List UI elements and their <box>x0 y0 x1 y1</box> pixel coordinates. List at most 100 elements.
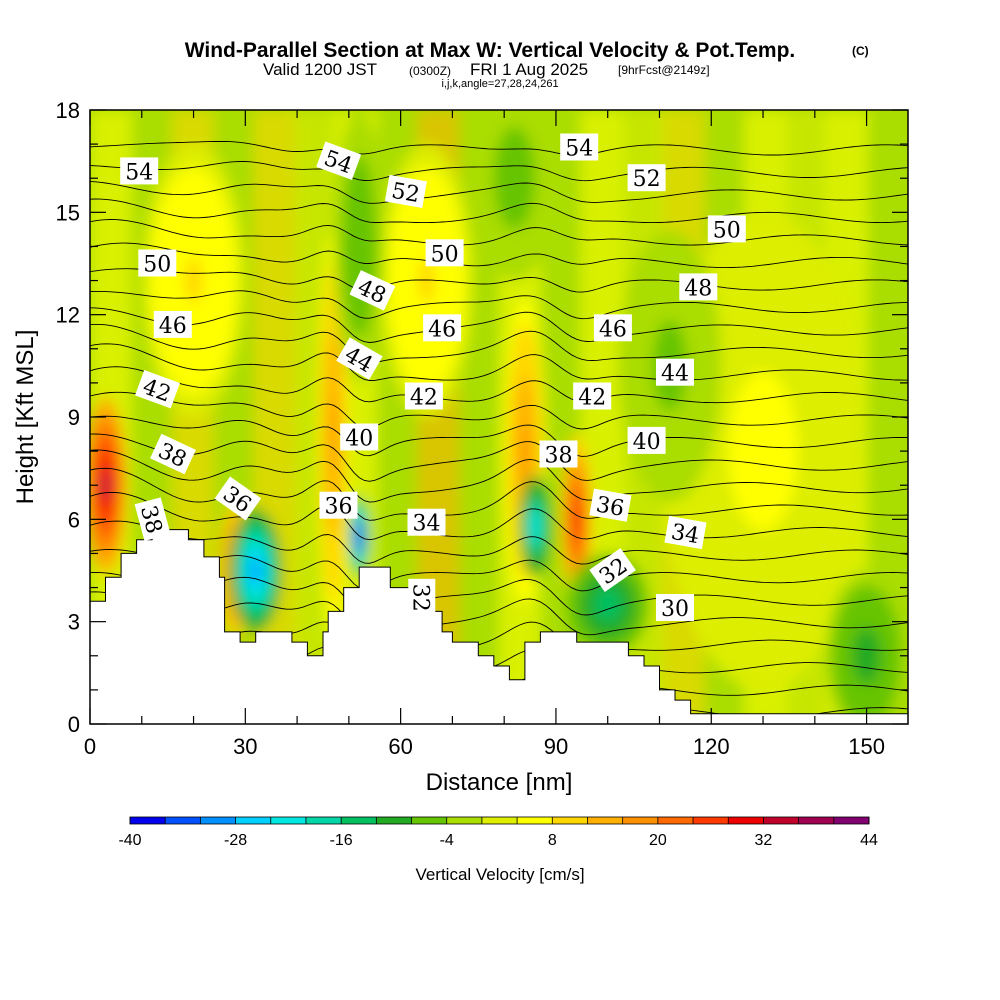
forecast-info: [9hrFcst@2149z] <box>618 63 710 77</box>
svg-text:48: 48 <box>684 276 712 301</box>
updraft-core <box>745 411 781 491</box>
colorbar-swatch <box>798 817 835 824</box>
contour-label: 50 <box>707 215 746 243</box>
y-tick-label: 18 <box>56 98 80 123</box>
svg-text:50: 50 <box>431 242 459 267</box>
x-tick-label: 30 <box>233 734 257 759</box>
theta-contour <box>90 141 908 156</box>
valid-prefix: Valid 1200 JST <box>263 60 377 79</box>
contour-label: 34 <box>664 515 707 549</box>
colorbar-swatch <box>517 817 553 824</box>
colorbar-swatch <box>446 817 483 824</box>
svg-text:34: 34 <box>413 512 441 537</box>
updraft-core <box>184 257 203 304</box>
contour-label: 32 <box>407 578 436 617</box>
y-axis-label: Height [Kft MSL] <box>12 330 39 505</box>
theta-contour <box>90 549 908 592</box>
contour-label: 36 <box>319 491 358 520</box>
svg-text:50: 50 <box>713 218 741 243</box>
theta-contour <box>90 198 908 224</box>
svg-text:34: 34 <box>669 520 701 549</box>
downdraft-core <box>532 517 538 535</box>
contour-label: 50 <box>425 239 464 267</box>
x-tick-label: 120 <box>693 734 730 759</box>
colorbar: -40 -28 -16 -4 8 20 32 44 <box>118 816 878 849</box>
svg-text:40: 40 <box>345 427 373 452</box>
svg-text:30: 30 <box>661 597 689 622</box>
contour-label: 38 <box>539 440 578 469</box>
svg-text:54: 54 <box>125 160 153 185</box>
svg-text:50: 50 <box>143 253 171 278</box>
theta-contour <box>90 572 908 616</box>
colorbar-swatch <box>305 817 342 824</box>
contour-label: 30 <box>656 594 694 622</box>
x-tick-label: 90 <box>544 734 568 759</box>
colorbar-swatch <box>270 817 307 824</box>
downdraft-core <box>859 641 874 670</box>
valid-utc: (0300Z) <box>409 64 451 78</box>
svg-text:46: 46 <box>428 317 456 342</box>
colorbar-tick-label: -28 <box>224 832 247 849</box>
svg-text:42: 42 <box>578 386 606 411</box>
svg-text:36: 36 <box>325 495 353 520</box>
y-tick-label: 3 <box>68 610 80 635</box>
x-tick-label: 150 <box>848 734 885 759</box>
colorbar-swatch <box>235 817 272 824</box>
colorbar-tick-label: 20 <box>649 832 667 849</box>
contour-label: 52 <box>627 164 666 192</box>
contour-label: 40 <box>340 423 379 452</box>
colorbar-swatch <box>833 817 870 824</box>
theta-contour <box>90 449 908 503</box>
contour-label: 54 <box>316 141 362 180</box>
theta-contour <box>90 242 908 269</box>
updraft-core <box>330 399 336 469</box>
colorbar-swatch <box>411 817 448 824</box>
chart-title: Wind-Parallel Section at Max W: Vertical… <box>185 39 796 62</box>
svg-text:46: 46 <box>159 314 187 339</box>
contour-label: 44 <box>656 358 694 387</box>
colorbar-swatch <box>200 817 237 824</box>
theta-contour <box>90 366 908 404</box>
contour-label: 32 <box>589 548 636 593</box>
colorbar-tick-label: -40 <box>118 832 141 849</box>
contour-label: 48 <box>679 273 718 301</box>
contour-label: 54 <box>120 157 159 185</box>
colorbar-swatch <box>165 817 201 824</box>
colorbar-swatch <box>693 817 729 824</box>
colorbar-swatch <box>552 817 588 824</box>
colorbar-swatch <box>341 817 377 824</box>
colorbar-swatch <box>657 817 694 824</box>
colorbar-swatch <box>130 817 166 824</box>
theta-contour <box>90 219 908 246</box>
contour-label: 38 <box>150 433 196 475</box>
downdraft-core <box>354 223 364 270</box>
theta-contour <box>90 591 908 637</box>
theta-contour <box>90 290 908 320</box>
copyright-mark: (C) <box>852 44 869 58</box>
theta-contour <box>90 343 908 381</box>
theta-contour <box>90 391 908 430</box>
svg-text:44: 44 <box>661 362 689 387</box>
contour-label: 36 <box>589 488 632 522</box>
theta-contour <box>90 180 908 204</box>
y-tick-label: 15 <box>56 200 80 225</box>
svg-text:36: 36 <box>594 492 626 521</box>
x-axis: 0 30 60 90 120 150 <box>84 110 885 759</box>
svg-text:54: 54 <box>565 137 593 162</box>
theta-contour <box>90 268 908 293</box>
updraft-core <box>574 505 580 534</box>
colorbar-tick-label: 44 <box>860 832 878 849</box>
contour-label: 46 <box>153 310 192 339</box>
contour-label: 42 <box>573 382 612 411</box>
svg-text:32: 32 <box>407 584 432 612</box>
svg-text:52: 52 <box>390 179 422 208</box>
colorbar-tick-label: 32 <box>755 832 773 849</box>
colorbar-swatch <box>376 817 413 824</box>
contour-label: 54 <box>560 133 599 162</box>
terrain-mask <box>90 529 908 724</box>
contour-label: 46 <box>593 314 632 342</box>
contour-label: 50 <box>138 249 177 278</box>
valid-date: FRI 1 Aug 2025 <box>470 60 588 79</box>
svg-text:52: 52 <box>633 167 661 192</box>
